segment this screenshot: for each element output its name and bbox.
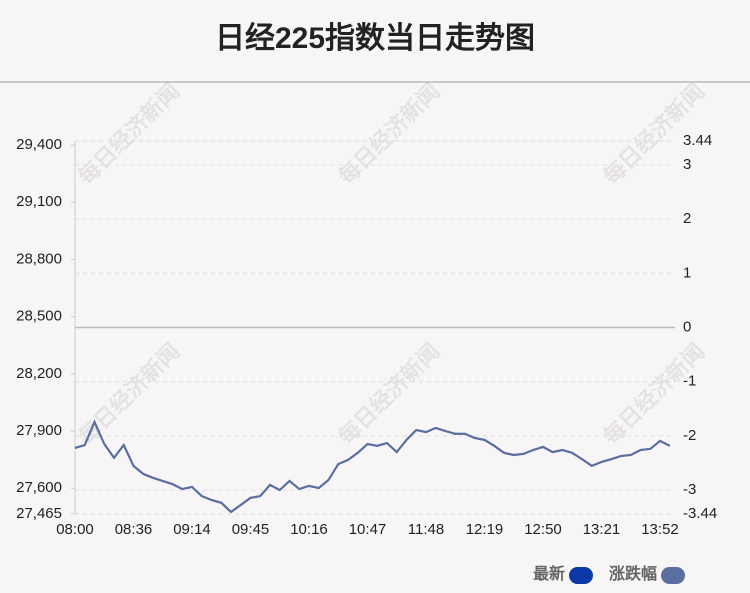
y-tick-label: 27,900	[16, 422, 62, 439]
y-tick-label: 27,465	[16, 505, 62, 522]
x-tick-label: 08:36	[115, 521, 153, 538]
y-tick-label: 27,600	[16, 479, 62, 496]
legend-label: 最新	[533, 564, 565, 583]
y2-tick-label: -2	[683, 427, 696, 444]
y2-tick-label: 0	[683, 318, 691, 335]
chart-title: 日经225指数当日走势图	[215, 21, 535, 55]
x-tick-label: 12:50	[524, 521, 562, 538]
y2-tick-label: -1	[683, 373, 696, 390]
x-tick-label: 10:16	[290, 521, 328, 538]
y2-tick-label: 3.44	[683, 132, 712, 149]
x-tick-label: 10:47	[349, 521, 387, 538]
y-tick-label: 28,500	[16, 308, 62, 325]
legend-swatch	[661, 567, 685, 584]
x-tick-label: 13:52	[641, 521, 679, 538]
y2-tick-label: -3	[683, 481, 696, 498]
y2-tick-label: 3	[683, 156, 691, 173]
legend-label: 涨跌幅	[609, 564, 657, 583]
x-tick-label: 08:00	[56, 521, 94, 538]
y-tick-label: 28,800	[16, 250, 62, 267]
x-tick-label: 11:48	[408, 521, 444, 538]
x-tick-label: 13:21	[583, 521, 621, 538]
y2-tick-label: -3.44	[683, 505, 717, 522]
series-line	[74, 419, 671, 514]
x-tick-label: 09:14	[173, 521, 211, 538]
x-tick-label: 09:45	[232, 521, 270, 538]
y-tick-label: 29,400	[16, 136, 62, 153]
y-tick-label: 29,100	[16, 193, 62, 210]
y2-tick-label: 1	[683, 264, 691, 281]
y-tick-label: 28,200	[16, 365, 62, 382]
x-tick-label: 12:19	[466, 521, 504, 538]
legend-swatch	[569, 567, 593, 584]
y2-tick-label: 2	[683, 210, 691, 227]
